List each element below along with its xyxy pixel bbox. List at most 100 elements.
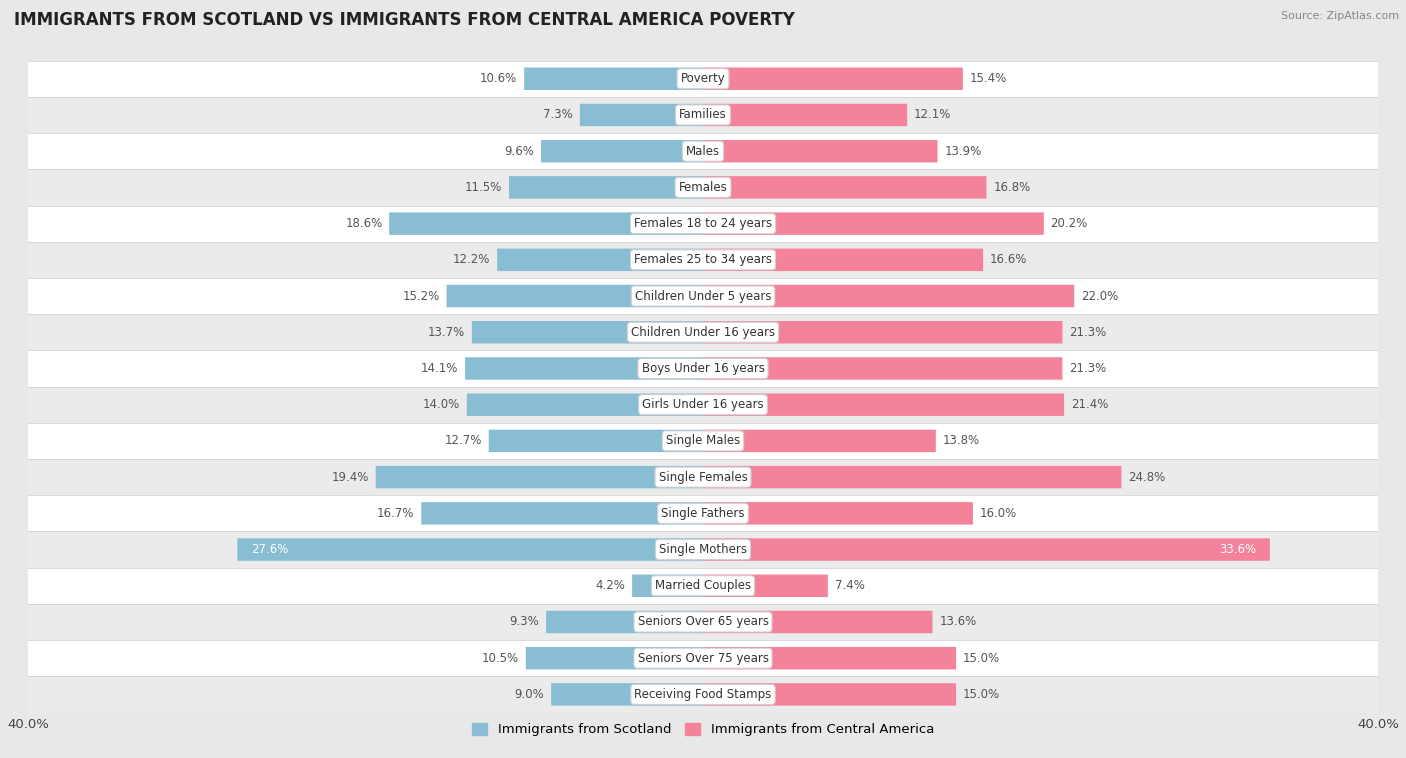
FancyBboxPatch shape [703, 321, 1063, 343]
Text: 24.8%: 24.8% [1128, 471, 1166, 484]
Text: 21.4%: 21.4% [1071, 398, 1108, 411]
Text: Single Males: Single Males [666, 434, 740, 447]
Text: 16.0%: 16.0% [980, 507, 1017, 520]
Text: 15.0%: 15.0% [963, 688, 1000, 701]
Text: 12.7%: 12.7% [444, 434, 482, 447]
Text: Married Couples: Married Couples [655, 579, 751, 592]
Bar [28, 350, 1378, 387]
Text: 16.6%: 16.6% [990, 253, 1028, 266]
FancyBboxPatch shape [498, 249, 703, 271]
Text: 15.4%: 15.4% [970, 72, 1007, 85]
Text: 22.0%: 22.0% [1081, 290, 1118, 302]
Text: 13.7%: 13.7% [427, 326, 465, 339]
FancyBboxPatch shape [546, 611, 703, 633]
FancyBboxPatch shape [551, 683, 703, 706]
Text: 16.7%: 16.7% [377, 507, 415, 520]
Text: 21.3%: 21.3% [1069, 326, 1107, 339]
Text: Females 18 to 24 years: Females 18 to 24 years [634, 217, 772, 230]
FancyBboxPatch shape [703, 285, 1074, 307]
FancyBboxPatch shape [467, 393, 703, 416]
Bar [28, 568, 1378, 604]
FancyBboxPatch shape [526, 647, 703, 669]
Text: Seniors Over 65 years: Seniors Over 65 years [637, 615, 769, 628]
FancyBboxPatch shape [489, 430, 703, 452]
FancyBboxPatch shape [509, 176, 703, 199]
Bar [28, 531, 1378, 568]
FancyBboxPatch shape [703, 212, 1043, 235]
Text: 7.4%: 7.4% [835, 579, 865, 592]
Text: 12.1%: 12.1% [914, 108, 952, 121]
Text: Females 25 to 34 years: Females 25 to 34 years [634, 253, 772, 266]
Text: 13.6%: 13.6% [939, 615, 976, 628]
FancyBboxPatch shape [389, 212, 703, 235]
Bar [28, 205, 1378, 242]
Text: 20.2%: 20.2% [1050, 217, 1088, 230]
FancyBboxPatch shape [703, 140, 938, 162]
Text: Single Mothers: Single Mothers [659, 543, 747, 556]
Text: Females: Females [679, 181, 727, 194]
FancyBboxPatch shape [238, 538, 703, 561]
FancyBboxPatch shape [703, 67, 963, 90]
Bar [28, 423, 1378, 459]
Text: Seniors Over 75 years: Seniors Over 75 years [637, 652, 769, 665]
Bar [28, 640, 1378, 676]
Bar [28, 242, 1378, 278]
Text: Boys Under 16 years: Boys Under 16 years [641, 362, 765, 375]
FancyBboxPatch shape [703, 575, 828, 597]
Text: 11.5%: 11.5% [465, 181, 502, 194]
FancyBboxPatch shape [703, 611, 932, 633]
FancyBboxPatch shape [703, 466, 1122, 488]
FancyBboxPatch shape [541, 140, 703, 162]
Text: 14.0%: 14.0% [423, 398, 460, 411]
Bar [28, 676, 1378, 713]
FancyBboxPatch shape [703, 357, 1063, 380]
Text: 27.6%: 27.6% [250, 543, 288, 556]
Text: 18.6%: 18.6% [346, 217, 382, 230]
Bar [28, 459, 1378, 495]
Text: Children Under 5 years: Children Under 5 years [634, 290, 772, 302]
FancyBboxPatch shape [633, 575, 703, 597]
Bar [28, 133, 1378, 169]
FancyBboxPatch shape [703, 502, 973, 525]
Legend: Immigrants from Scotland, Immigrants from Central America: Immigrants from Scotland, Immigrants fro… [467, 718, 939, 742]
FancyBboxPatch shape [703, 249, 983, 271]
FancyBboxPatch shape [447, 285, 703, 307]
Text: 21.3%: 21.3% [1069, 362, 1107, 375]
Text: 7.3%: 7.3% [543, 108, 574, 121]
FancyBboxPatch shape [703, 647, 956, 669]
Bar [28, 314, 1378, 350]
FancyBboxPatch shape [472, 321, 703, 343]
Bar [28, 61, 1378, 97]
FancyBboxPatch shape [422, 502, 703, 525]
Text: 33.6%: 33.6% [1219, 543, 1257, 556]
FancyBboxPatch shape [703, 683, 956, 706]
FancyBboxPatch shape [703, 104, 907, 126]
Text: IMMIGRANTS FROM SCOTLAND VS IMMIGRANTS FROM CENTRAL AMERICA POVERTY: IMMIGRANTS FROM SCOTLAND VS IMMIGRANTS F… [14, 11, 794, 30]
FancyBboxPatch shape [703, 393, 1064, 416]
Bar [28, 97, 1378, 133]
FancyBboxPatch shape [524, 67, 703, 90]
Text: 15.2%: 15.2% [402, 290, 440, 302]
Text: Children Under 16 years: Children Under 16 years [631, 326, 775, 339]
Text: Receiving Food Stamps: Receiving Food Stamps [634, 688, 772, 701]
Text: Girls Under 16 years: Girls Under 16 years [643, 398, 763, 411]
Bar [28, 278, 1378, 314]
Text: 12.2%: 12.2% [453, 253, 491, 266]
Text: 13.8%: 13.8% [942, 434, 980, 447]
Text: Single Fathers: Single Fathers [661, 507, 745, 520]
Text: 10.6%: 10.6% [481, 72, 517, 85]
Text: 9.0%: 9.0% [515, 688, 544, 701]
Bar [28, 387, 1378, 423]
Text: 15.0%: 15.0% [963, 652, 1000, 665]
Text: 9.3%: 9.3% [509, 615, 540, 628]
FancyBboxPatch shape [703, 430, 936, 452]
FancyBboxPatch shape [465, 357, 703, 380]
Text: Single Females: Single Females [658, 471, 748, 484]
Text: 13.9%: 13.9% [945, 145, 981, 158]
FancyBboxPatch shape [703, 176, 987, 199]
Text: Males: Males [686, 145, 720, 158]
Text: 19.4%: 19.4% [332, 471, 368, 484]
Text: 4.2%: 4.2% [596, 579, 626, 592]
FancyBboxPatch shape [703, 538, 1270, 561]
FancyBboxPatch shape [375, 466, 703, 488]
